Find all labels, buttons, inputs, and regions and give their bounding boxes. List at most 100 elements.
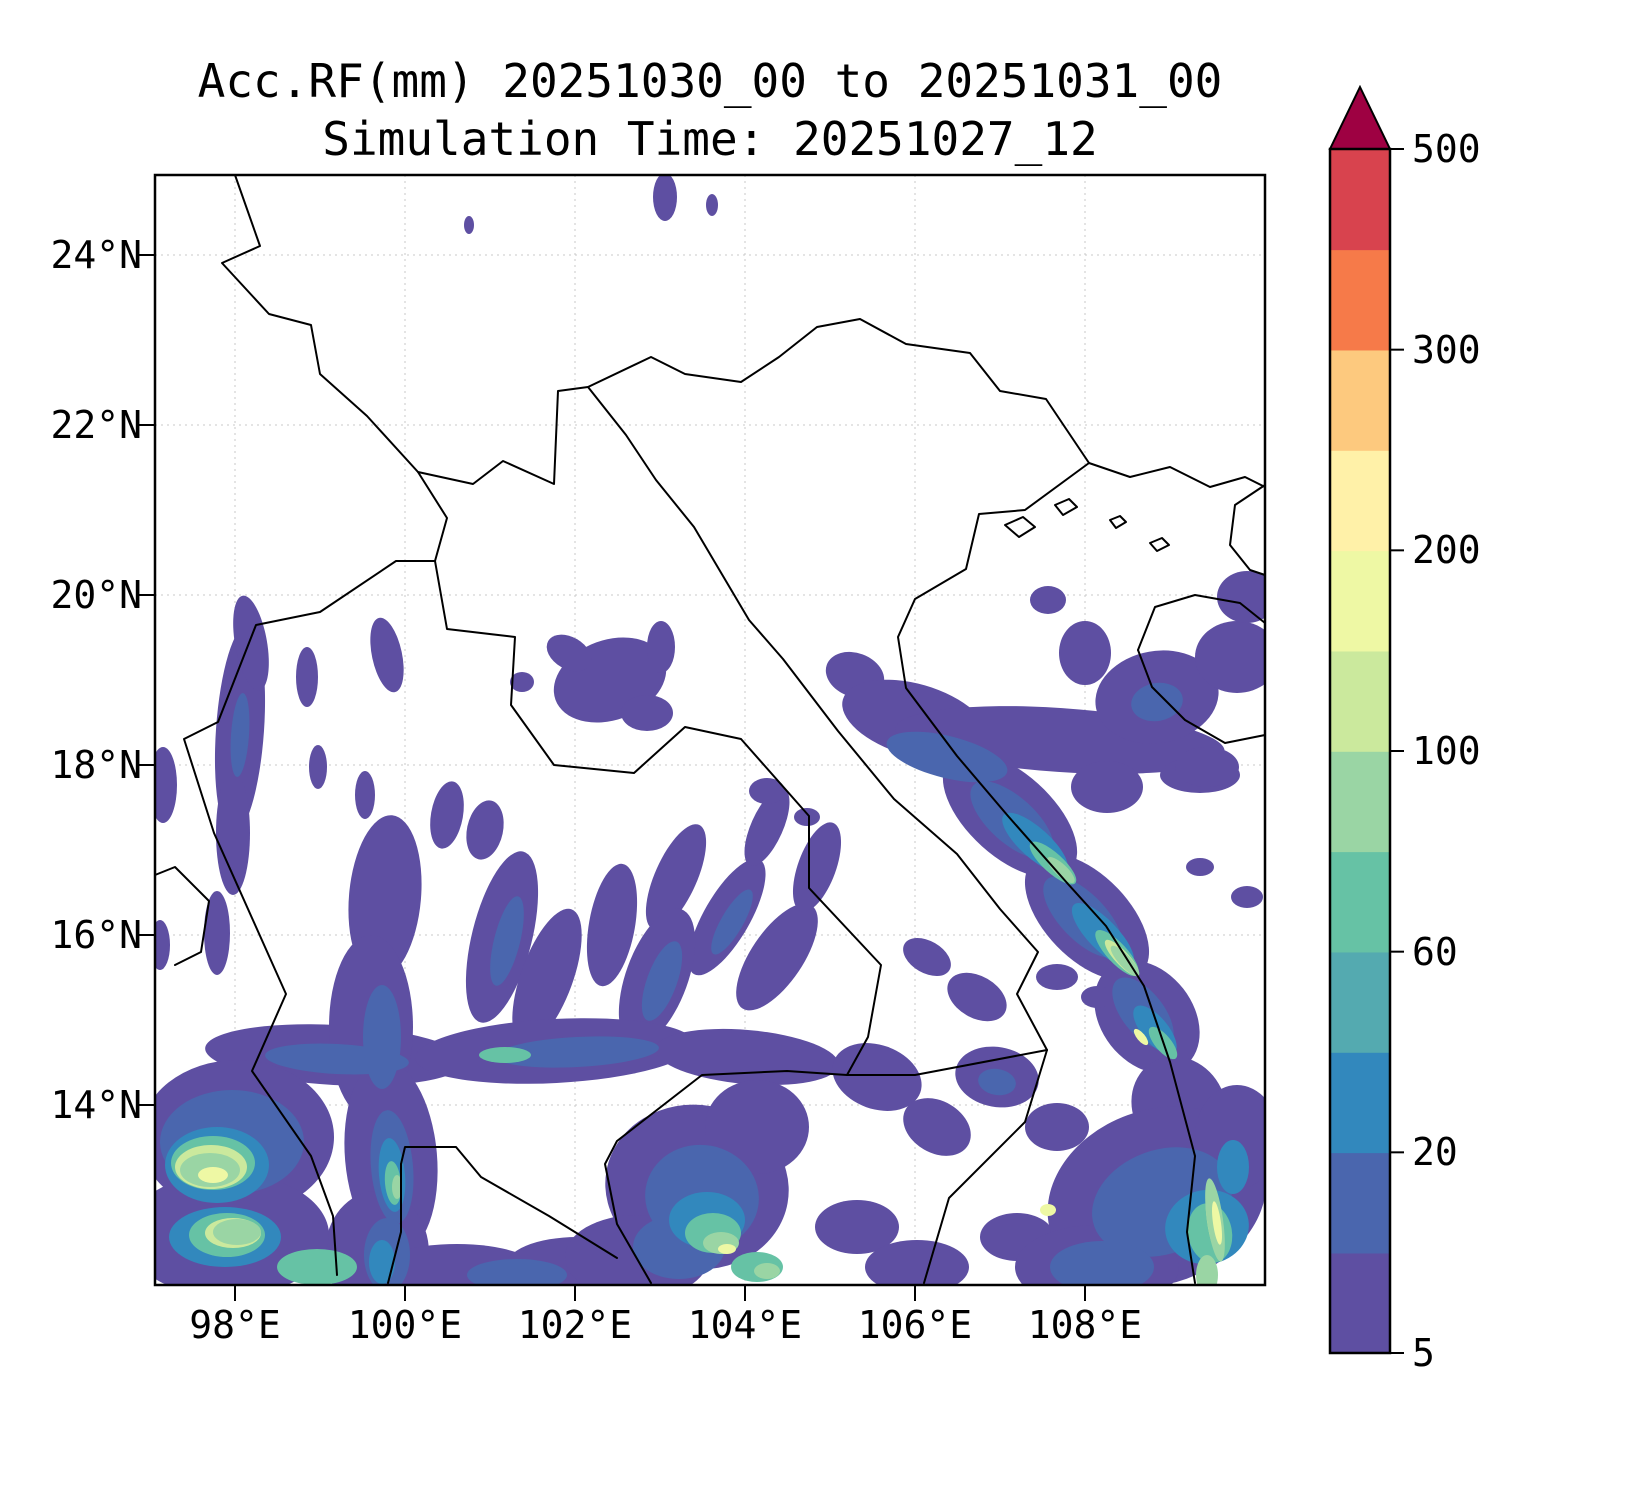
plot-frame [153,173,1267,1287]
rain-patch [1217,571,1265,623]
colorbar-segment [1330,1152,1390,1254]
country-border [1149,537,1170,552]
country-border [221,174,1090,485]
lon-tick-label: 98°E [189,1303,281,1347]
lon-tick-label: 104°E [687,1303,803,1347]
colorbar-segment [1330,951,1390,1053]
rain-patch [1217,1140,1249,1194]
country-border [1054,498,1078,516]
country-border [1137,649,1266,744]
rain-patch [230,693,250,777]
colorbar-tick-label: 200 [1412,528,1481,573]
colorbar-segment [1330,249,1390,351]
rain-patch [744,788,790,866]
lat-tick-label: 14°N [50,1083,142,1127]
rain-patch [903,1098,971,1156]
rain-patch [886,731,1008,783]
colorbar-over-arrow [1328,84,1392,150]
lat-tick-label: 16°N [50,913,142,957]
country-border [434,560,882,1076]
rain-patch [155,747,177,823]
lon-tick-label: 100°E [347,1303,463,1347]
country-border [1088,462,1266,488]
colorbar-segment [1330,450,1390,552]
rain-patch [794,808,820,826]
colorbar-segment [1330,349,1390,451]
rainfall-map [139,173,1267,1301]
rain-patch [1030,586,1066,614]
colorbar: 500 300 200 100 60 20 5 [1328,84,1648,1375]
rain-patch [736,903,818,1011]
rain-patch [1081,986,1113,1008]
rain-patch [792,822,842,912]
country-border [1004,516,1036,538]
colorbar-tick-label: 20 [1412,1130,1458,1175]
rain-patch [1071,761,1143,813]
rain-patch [978,1068,1016,1096]
lat-tick-label: 22°N [50,403,142,447]
rain-patch [510,672,534,692]
rain-patch [1211,1201,1223,1245]
rain-patch [1025,1103,1089,1151]
country-border [400,1146,618,1259]
rain-patch [309,745,327,789]
rain-patch [546,634,592,672]
rain-patch [865,1240,969,1285]
rain-patch [467,1259,567,1285]
colorbar-segment [1330,851,1390,953]
borders-layer [154,174,1266,1284]
rain-patch [296,647,318,707]
country-border [1137,594,1266,651]
rain-patch [647,621,675,673]
rain-patch [1040,1204,1056,1216]
rain-patch [754,1263,780,1279]
rain-patch [1131,682,1183,722]
rain-patch [392,1175,402,1199]
title-line-1: Acc.RF(mm) 20251030_00 to 20251031_00 [197,54,1223,108]
rain-patch [749,778,785,804]
rain-patch [1186,858,1214,876]
rain-patch [1231,886,1263,908]
colorbar-scale [1328,84,1404,1355]
colorbar-tick-label: 500 [1412,127,1481,171]
rain-patch [1133,1028,1149,1046]
country-border [183,471,448,1276]
colorbar-tick-label: 5 [1412,1331,1435,1375]
rain-patch [370,617,404,693]
rain-patch [430,781,464,849]
country-border [587,386,1048,1051]
colorbar-tick-label: 60 [1412,929,1458,974]
rain-patch [947,972,1007,1022]
rain-patch [216,771,250,895]
lon-tick-label: 106°E [857,1303,973,1347]
rain-patch [464,216,474,234]
rain-patch [363,985,401,1089]
rain-patch [369,1240,395,1284]
rain-patch [1047,856,1075,884]
rain-patch [1195,621,1265,693]
rain-patch [155,920,170,970]
country-border [923,1049,1048,1284]
title-line-2: Simulation Time: 20251027_12 [322,112,1098,166]
rain-patch [711,889,753,955]
colorbar-segment [1330,650,1390,752]
rain-patch [586,863,638,987]
colorbar-segment [1330,550,1390,652]
rain-patch [1050,1241,1154,1285]
colorbar-segment [1330,149,1390,251]
rain-patch [198,1167,228,1183]
country-border [604,1049,1048,1284]
rain-patch [653,175,677,221]
country-border [387,1163,402,1284]
country-border [897,462,1196,1284]
lat-tick-label: 20°N [50,573,142,617]
rain-patch [277,1249,357,1285]
colorbar-segment [1330,1252,1390,1354]
colorbar-segment [1330,751,1390,853]
rainfall-layer [155,175,1265,1285]
lat-tick-label: 18°N [50,743,142,787]
rain-patch [512,908,582,1046]
rain-patch [1036,964,1078,990]
lon-tick-label: 108°E [1027,1303,1143,1347]
